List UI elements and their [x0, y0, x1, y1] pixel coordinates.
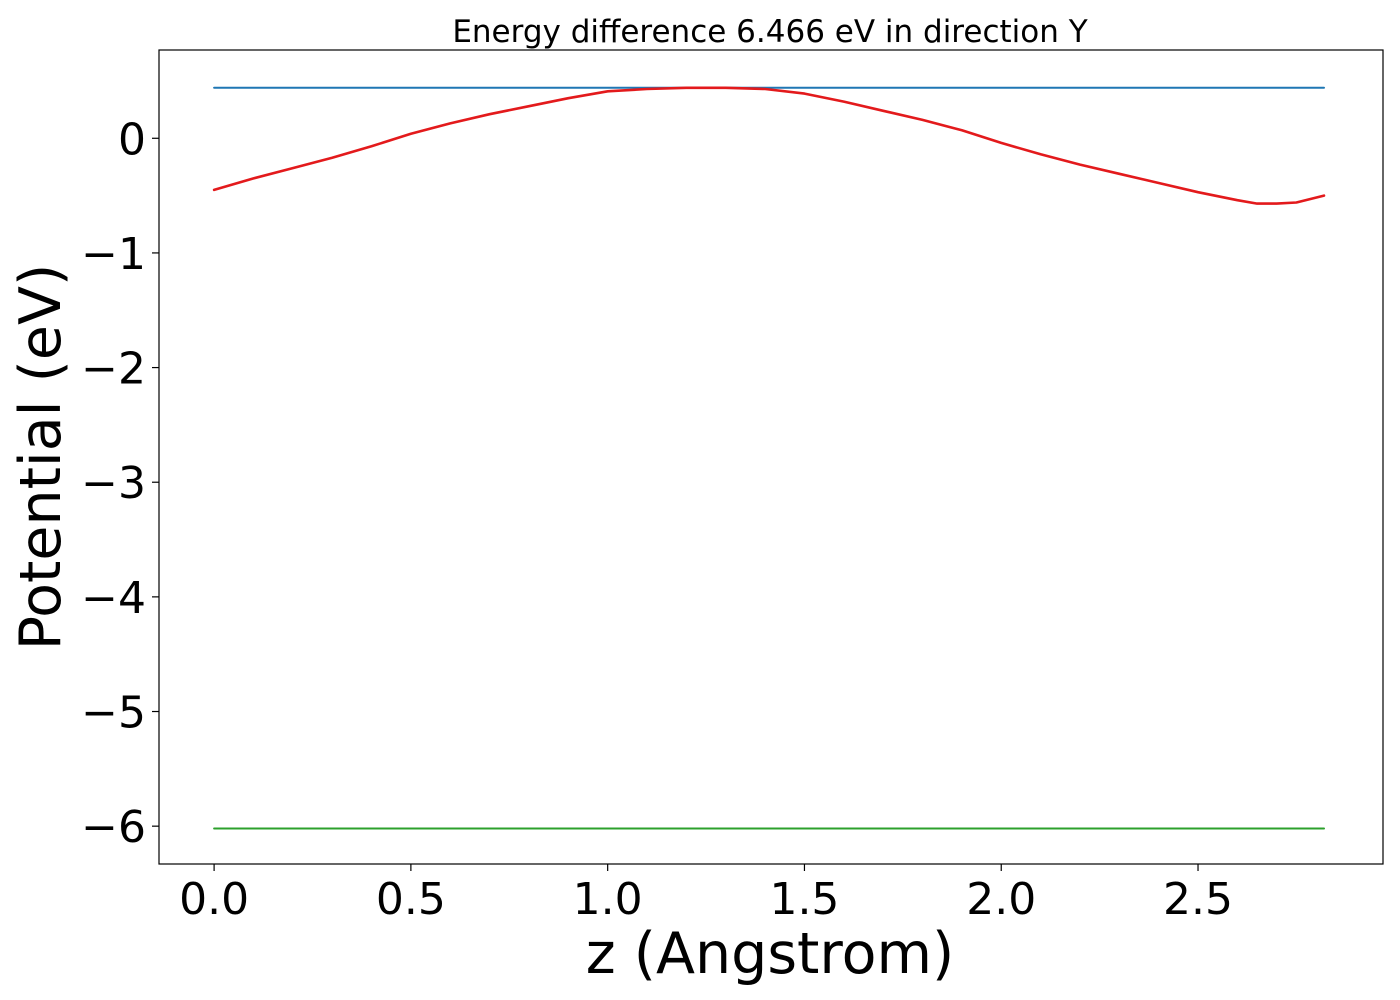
y-tick-label: −5: [81, 688, 146, 739]
x-tick-label: 0.0: [179, 874, 249, 925]
y-axis-label: Potential (eV): [8, 264, 74, 650]
series-line-red: [212, 86, 1326, 205]
y-tick-label: −4: [81, 573, 146, 624]
plot-frame: [158, 49, 1384, 865]
y-tick-label: −6: [81, 802, 146, 853]
x-tick-label: 2.0: [966, 874, 1036, 925]
x-tick-label: 2.5: [1163, 874, 1233, 925]
series-layer: [212, 86, 1326, 830]
x-tick-label: 1.0: [573, 874, 643, 925]
x-tick-label: 0.5: [376, 874, 446, 925]
chart-title: Energy difference 6.466 eV in direction …: [452, 14, 1087, 50]
x-tick-label: 1.5: [769, 874, 839, 925]
y-tick-label: −1: [81, 229, 146, 280]
y-tick-label: −3: [81, 458, 146, 509]
y-tick-label: −2: [81, 344, 146, 395]
x-axis: 0.0 0.5 1.0 1.5 2.0 2.5: [179, 864, 1233, 925]
x-axis-label: z (Angstrom): [586, 921, 954, 987]
y-axis: 0 −1 −2 −3 −4 −5 −6: [81, 114, 159, 853]
y-tick-label: 0: [118, 114, 146, 165]
